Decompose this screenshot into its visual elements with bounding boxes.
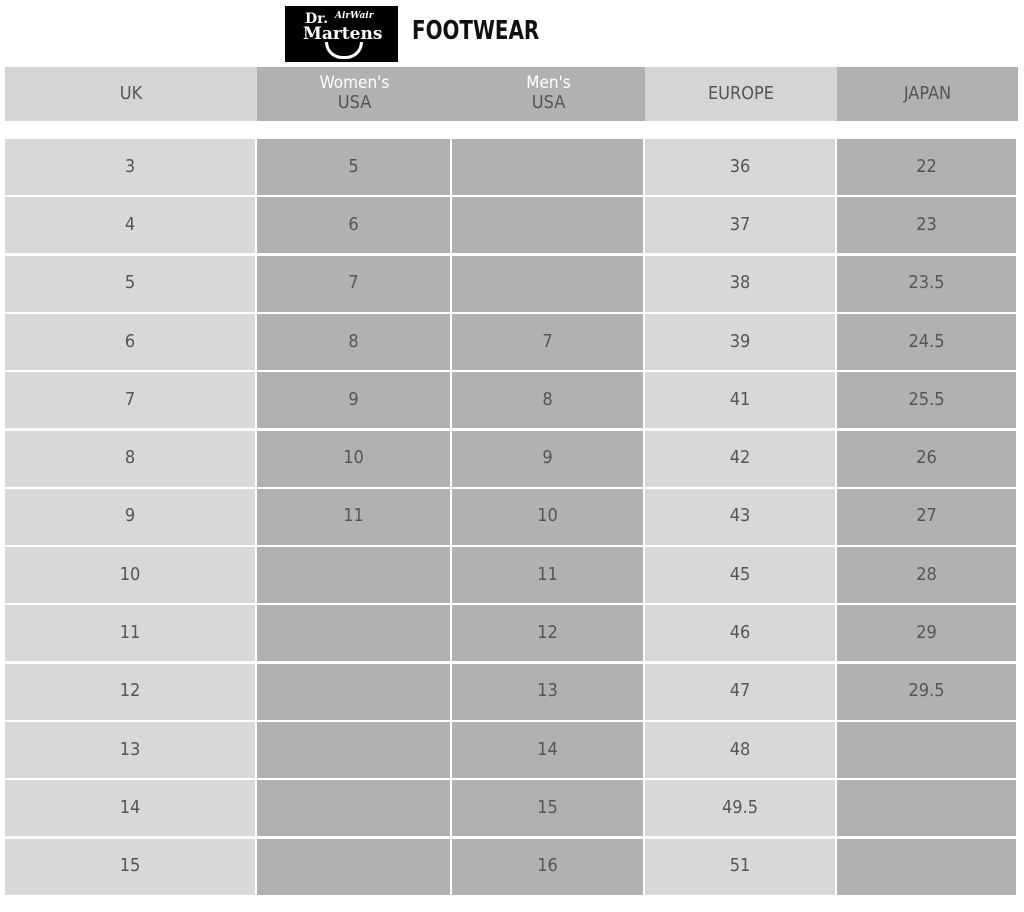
cell-uk: 11 — [5, 605, 257, 662]
cell-uk: 10 — [5, 547, 257, 604]
cell-europe: 37 — [645, 197, 837, 254]
table-row: 4 6 37 23 — [5, 197, 1018, 254]
cell-japan: 23.5 — [837, 255, 1018, 312]
header-line2: USA — [531, 92, 566, 114]
cell-japan: 29.5 — [837, 663, 1018, 720]
cell-uk: 13 — [5, 722, 257, 778]
table-row: 5 7 38 23.5 — [5, 255, 1018, 312]
cell-womens-usa: 11 — [257, 488, 452, 545]
cell-europe: 36 — [645, 139, 837, 195]
cell-europe: 39 — [645, 313, 837, 370]
table-row: 15 16 51 — [5, 838, 1018, 895]
header-europe: EUROPE — [645, 67, 837, 121]
cell-japan — [837, 838, 1018, 895]
cell-mens-usa — [452, 139, 645, 195]
cell-uk: 12 — [5, 663, 257, 720]
cell-uk: 6 — [5, 313, 257, 370]
cell-europe: 49.5 — [645, 780, 837, 837]
table-row: 11 12 46 29 — [5, 605, 1018, 662]
cell-uk: 8 — [5, 430, 257, 487]
cell-mens-usa: 11 — [452, 547, 645, 604]
table-row: 10 11 45 28 — [5, 547, 1018, 604]
cell-womens-usa — [257, 722, 452, 778]
cell-womens-usa — [257, 605, 452, 662]
cell-europe: 43 — [645, 488, 837, 545]
cell-uk: 4 — [5, 197, 257, 254]
cell-japan: 24.5 — [837, 313, 1018, 370]
cell-mens-usa: 13 — [452, 663, 645, 720]
cell-japan: 23 — [837, 197, 1018, 254]
cell-mens-usa: 9 — [452, 430, 645, 487]
header-line1: Men's — [526, 72, 571, 93]
table-row: 14 15 49.5 — [5, 780, 1018, 837]
cell-womens-usa: 8 — [257, 313, 452, 370]
header-mens-usa: Men's USA — [452, 67, 645, 121]
page-title: FOOTWEAR — [412, 16, 540, 46]
table-row: 13 14 48 — [5, 722, 1018, 778]
header-line2: JAPAN — [903, 82, 952, 104]
cell-japan: 28 — [837, 547, 1018, 604]
cell-japan — [837, 722, 1018, 778]
cell-womens-usa — [257, 838, 452, 895]
cell-uk: 15 — [5, 838, 257, 895]
table-row: 3 5 36 22 — [5, 139, 1018, 195]
cell-womens-usa: 10 — [257, 430, 452, 487]
header-uk: UK — [5, 67, 257, 121]
header-japan: JAPAN — [837, 67, 1018, 121]
cell-europe: 51 — [645, 838, 837, 895]
header-line2: UK — [119, 82, 143, 104]
table-row: 9 11 10 43 27 — [5, 488, 1018, 545]
cell-europe: 42 — [645, 430, 837, 487]
cell-mens-usa: 12 — [452, 605, 645, 662]
cell-womens-usa — [257, 780, 452, 837]
cell-europe: 47 — [645, 663, 837, 720]
table-row: 6 8 7 39 24.5 — [5, 313, 1018, 370]
header-line2: USA — [337, 92, 372, 114]
cell-uk: 3 — [5, 139, 257, 195]
cell-womens-usa — [257, 663, 452, 720]
table-header: UK Women's USA Men's USA EUROPE JAPAN — [5, 67, 1018, 121]
cell-mens-usa: 16 — [452, 838, 645, 895]
cell-japan: 29 — [837, 605, 1018, 662]
cell-uk: 9 — [5, 488, 257, 545]
cell-europe: 48 — [645, 722, 837, 778]
cell-uk: 14 — [5, 780, 257, 837]
cell-mens-usa: 8 — [452, 372, 645, 429]
cell-womens-usa — [257, 547, 452, 604]
cell-japan — [837, 780, 1018, 837]
cell-japan: 26 — [837, 430, 1018, 487]
cell-womens-usa: 9 — [257, 372, 452, 429]
cell-womens-usa: 5 — [257, 139, 452, 195]
table-row: 7 9 8 41 25.5 — [5, 372, 1018, 429]
cell-womens-usa: 7 — [257, 255, 452, 312]
cell-japan: 25.5 — [837, 372, 1018, 429]
dr-martens-logo: Dr. AirWair Martens — [285, 6, 398, 62]
cell-japan: 22 — [837, 139, 1018, 195]
header-line1: Women's — [319, 72, 390, 93]
cell-mens-usa: 7 — [452, 313, 645, 370]
cell-europe: 46 — [645, 605, 837, 662]
cell-mens-usa: 14 — [452, 722, 645, 778]
cell-europe: 41 — [645, 372, 837, 429]
cell-uk: 7 — [5, 372, 257, 429]
cell-uk: 5 — [5, 255, 257, 312]
cell-mens-usa: 15 — [452, 780, 645, 837]
cell-europe: 45 — [645, 547, 837, 604]
cell-mens-usa: 10 — [452, 488, 645, 545]
header-womens-usa: Women's USA — [257, 67, 452, 121]
header-line2: EUROPE — [707, 82, 775, 104]
table-row: 12 13 47 29.5 — [5, 663, 1018, 720]
cell-womens-usa: 6 — [257, 197, 452, 254]
table-row: 8 10 9 42 26 — [5, 430, 1018, 487]
cell-mens-usa — [452, 197, 645, 254]
cell-europe: 38 — [645, 255, 837, 312]
cell-mens-usa — [452, 255, 645, 312]
cell-japan: 27 — [837, 488, 1018, 545]
